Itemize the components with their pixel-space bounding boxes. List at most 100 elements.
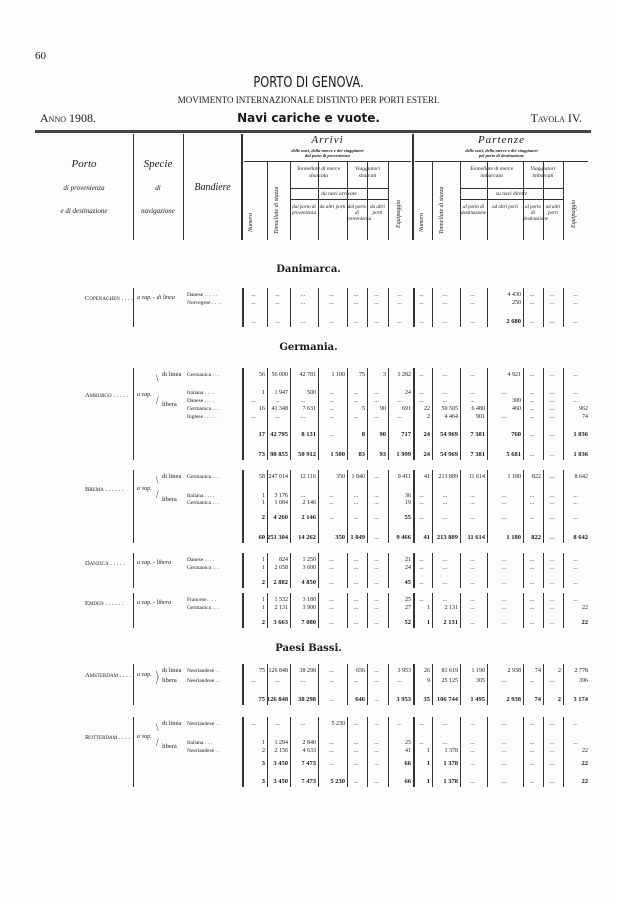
table-cell: ... [419,500,424,506]
table-cell: 4 850 [301,579,316,586]
column-rule [318,593,319,628]
table-cell: 8 642 [573,534,588,541]
table-cell: ... [353,779,359,785]
column-rule [133,134,134,240]
table-cell: ... [374,748,379,754]
table-cell: ... [374,678,379,684]
table-cell: ... [470,740,475,746]
table-cell: 3 176 [274,493,289,499]
table-cell: ... [501,557,507,563]
header-porto: Porto [71,158,97,170]
table-cell: ... [573,580,578,586]
brace-icon: \ [156,473,159,487]
bandiera-label: Danese . . . . . [187,292,217,298]
header-viaggiatori: Viaggiatori sbarcati [355,166,380,179]
column-rule [487,593,488,628]
table-cell: ... [329,515,334,521]
table-title: Navi cariche e vuote. [237,111,380,125]
table-cell: ... [470,493,475,499]
table-cell: ... [549,500,555,506]
table-cell: 1 532 [274,597,289,603]
bandiera-label: Neerlandese . . [187,721,220,727]
table-cell: 5 681 [506,451,521,458]
table-cell: ... [529,414,535,420]
section-heading: Danimarca. [276,264,341,275]
table-cell: ... [353,500,359,506]
table-cell: 1 250 [302,557,317,563]
table-cell: 16 [259,406,265,412]
column-rule [347,717,348,787]
table-cell: 42 781 [299,372,317,378]
table-cell: ... [549,605,555,611]
table-cell: 7 631 [302,406,317,412]
table-cell: ... [329,668,334,674]
table-cell: 8 642 [574,474,589,480]
column-rule [543,470,544,543]
table-cell: ... [374,398,379,404]
table-cell: ... [353,557,359,563]
column-rule [563,470,564,543]
specie-sub-label: libera [162,743,177,750]
table-cell: ... [329,565,334,571]
specie-navigazione: a vap. - libera [137,560,171,566]
column-rule [432,368,433,460]
table-cell: 213 889 [436,534,458,541]
subtitle: MOVIMENTO INTERNAZIONALE DISTINTO PER PO… [177,95,440,105]
table-cell: 9 411 [397,474,411,480]
port-name: Copenaghen . . . . [85,295,133,302]
table-cell: 5 [362,406,365,412]
table-cell: 1 084 [274,500,289,506]
table-cell: 66 [404,760,412,767]
specie-navigazione: a vap. [137,392,152,398]
table-cell: ... [374,605,379,611]
table-cell: 75 [359,372,365,378]
specie-sub-label: di linea [162,720,182,727]
table-cell: 250 [512,300,521,306]
table-cell: 24 [423,451,431,458]
table-number: Tavola IV. [530,111,582,125]
header-arrivi-sub2: dal porto di provenienza [305,153,350,158]
table-cell: 12 116 [299,474,316,480]
table-cell: ... [529,406,535,412]
table-cell: ... [275,678,280,684]
top-rule [35,130,591,133]
table-cell: ... [549,398,555,404]
column-rule [318,553,319,588]
table-cell: ... [442,740,448,746]
table-cell: 2 131 [443,619,458,626]
column-rule [543,593,544,628]
header-merce: Tonnellate di merce imbarcata [469,166,514,179]
table-cell: 35 [423,696,431,703]
table-cell: ... [529,605,535,611]
header-numero: Numero [248,212,254,232]
column-rule [318,162,319,240]
table-cell: 3 663 [273,619,288,626]
table-cell: 74 [582,414,588,420]
table-cell: ... [374,597,379,603]
table-cell: 1 [262,493,265,499]
header-partenze: Partenze [477,134,526,146]
table-cell: ... [529,319,535,325]
table-cell: ... [470,761,475,767]
table-cell: ... [470,390,475,396]
table-cell: ... [397,319,402,325]
column-rule [367,368,368,460]
column-rule [388,288,389,327]
table-cell: 27 [405,605,411,611]
table-cell: ... [549,300,555,306]
table-cell: ... [353,740,359,746]
port-name: Brema . . . . . . [85,486,124,493]
column-rule [267,368,268,460]
table-cell: ... [374,740,379,746]
table-cell: 90 [379,431,387,438]
table-cell: ... [529,432,535,438]
table-cell: 45 [404,579,412,586]
column-rule [318,717,319,787]
table-cell: ... [419,515,424,521]
table-cell: ... [300,493,306,499]
column-rule [267,717,268,787]
column-rule [183,134,184,240]
table-cell: ... [573,740,578,746]
header-stazza: Tonnellate di stazza [274,186,280,234]
table-cell: ... [353,493,359,499]
